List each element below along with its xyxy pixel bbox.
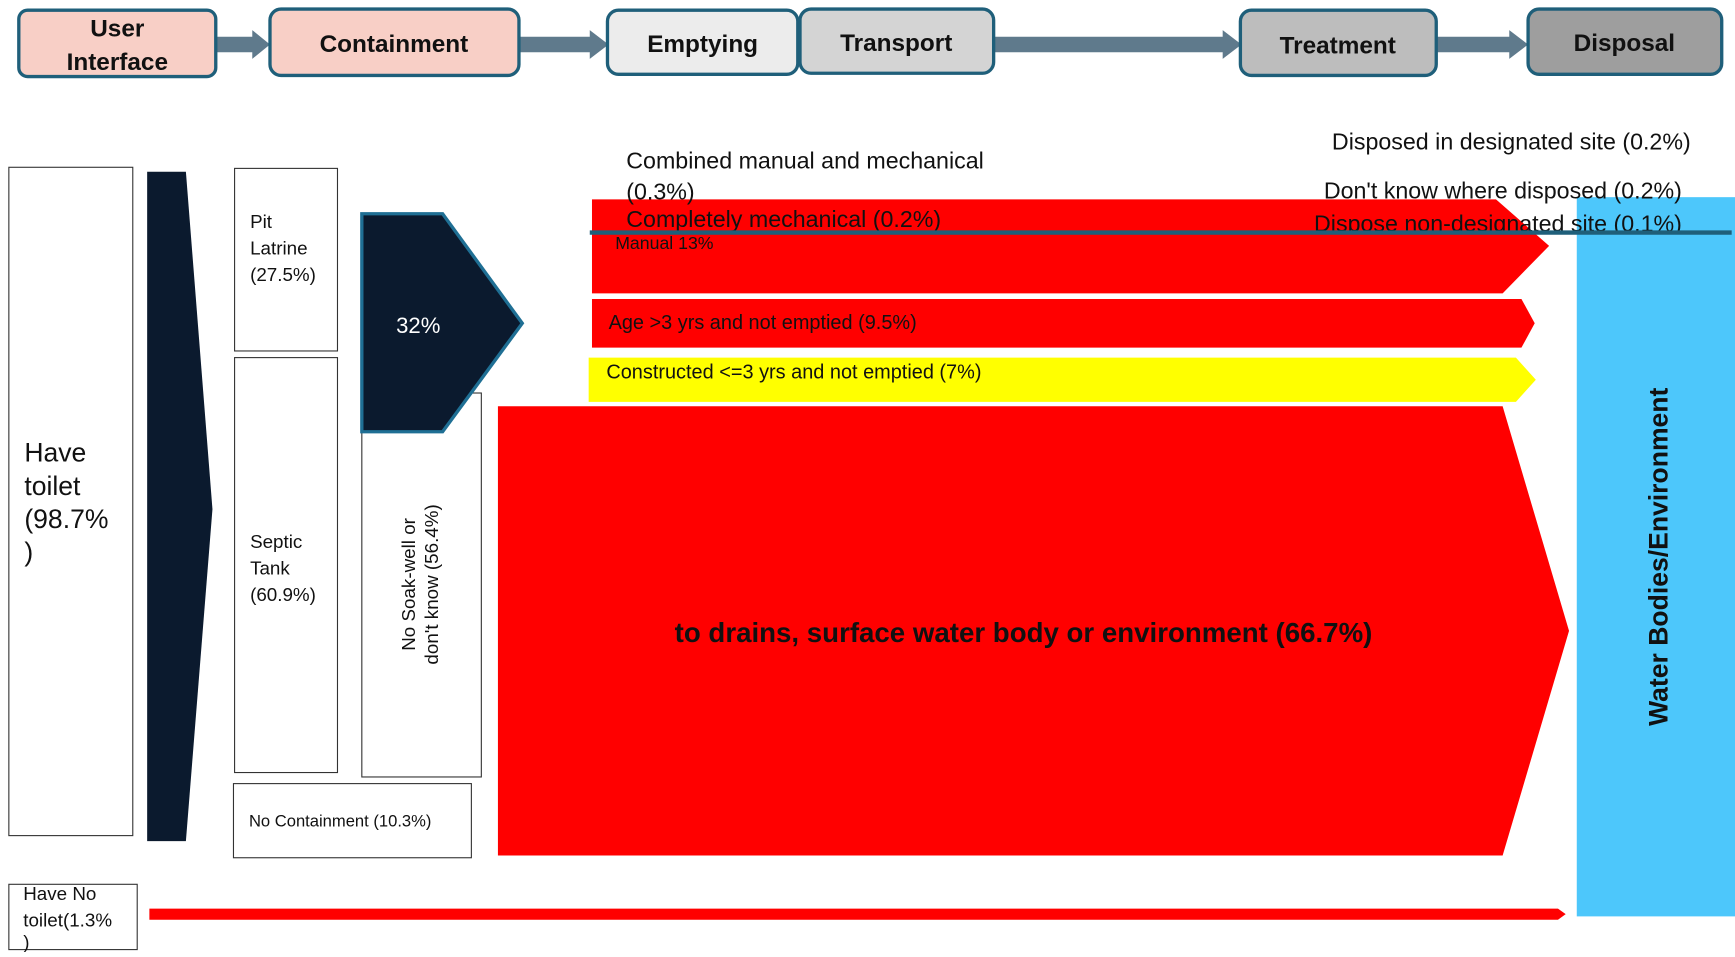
to-drains-label: to drains, surface water body or environ… — [675, 617, 1373, 648]
line: Tank — [250, 557, 290, 578]
no-containment-label: No Containment (10.3%) — [249, 812, 431, 831]
stage-label: User — [90, 16, 145, 43]
mechanical-label: Completely mechanical (0.2%) — [626, 206, 941, 232]
line: Pit — [250, 211, 273, 232]
line: (27.5%) — [250, 264, 316, 285]
line: No Soak-well or — [398, 518, 419, 651]
septic-tank-box — [234, 357, 339, 774]
no-soak-well-box — [361, 392, 482, 778]
emptied-arrow — [591, 199, 1550, 294]
have-toilet-box — [8, 166, 134, 837]
no-toilet-label: Have No toilet(1.3% ) — [23, 883, 112, 953]
combined-label: (0.3%) — [626, 178, 694, 204]
new-not-emptied-label: Constructed <=3 yrs and not emptied (7%) — [606, 362, 981, 384]
line: ) — [23, 931, 29, 952]
manual-label: Manual 13% — [615, 233, 714, 253]
designated-label: Disposed in designated site (0.2%) — [1332, 129, 1691, 155]
no-toilet-arrow — [149, 908, 1566, 920]
header-arrows — [215, 30, 1529, 59]
to-drains-arrow — [497, 406, 1570, 856]
no-soak-well-label: No Soak-well or don't know (56.4%) — [398, 504, 442, 664]
new-not-emptied-arrow — [588, 357, 1536, 402]
line: Septic — [250, 531, 302, 552]
line: (98.7% — [24, 504, 108, 534]
old-not-emptied-arrow — [591, 298, 1535, 348]
header-boxes — [17, 7, 1724, 79]
line: don't know (56.4%) — [421, 504, 442, 664]
header-labels: User Interface Containment Emptying Tran… — [67, 16, 1675, 76]
stage-label: Transport — [840, 30, 952, 57]
old-not-emptied-label: Age >3 yrs and not emptied (9.5%) — [609, 312, 917, 334]
stage-label: Interface — [67, 49, 168, 76]
stage-label: Containment — [320, 31, 469, 58]
emptying-labels: Combined manual and mechanical (0.3%) Co… — [626, 147, 984, 232]
no-containment-box — [232, 783, 472, 859]
line: (60.9%) — [250, 584, 316, 605]
pit-latrine-box — [234, 167, 339, 352]
line: Have No — [23, 883, 96, 904]
dont-know-label: Don't know where disposed (0.2%) — [1324, 177, 1682, 203]
line: toilet(1.3% — [23, 909, 112, 930]
no-toilet-box — [8, 883, 138, 951]
stage-label: Emptying — [647, 31, 758, 58]
have-toilet-label: Have toilet (98.7% ) — [24, 438, 108, 568]
line: ) — [24, 537, 33, 567]
flow-arrow — [147, 171, 213, 842]
line: Latrine — [250, 238, 307, 259]
disposal-labels: Disposed in designated site (0.2%) Don't… — [1314, 129, 1691, 236]
line: toilet — [24, 471, 81, 501]
environment-label: Water Bodies/Environment — [1644, 387, 1674, 725]
stage-label: Treatment — [1280, 32, 1396, 59]
combined-label: Combined manual and mechanical — [626, 147, 984, 173]
line: Have — [24, 438, 86, 468]
stage-label: Disposal — [1574, 30, 1675, 57]
soak-arrow — [360, 212, 525, 434]
environment-box — [1576, 197, 1735, 917]
non-designated-label: Dispose non-designated site (0.1%) — [1314, 210, 1682, 236]
soak-share-label: 32% — [396, 313, 440, 338]
septic-tank-label: Septic Tank (60.9%) — [250, 531, 316, 605]
pit-latrine-label: Pit Latrine (27.5%) — [250, 211, 316, 285]
